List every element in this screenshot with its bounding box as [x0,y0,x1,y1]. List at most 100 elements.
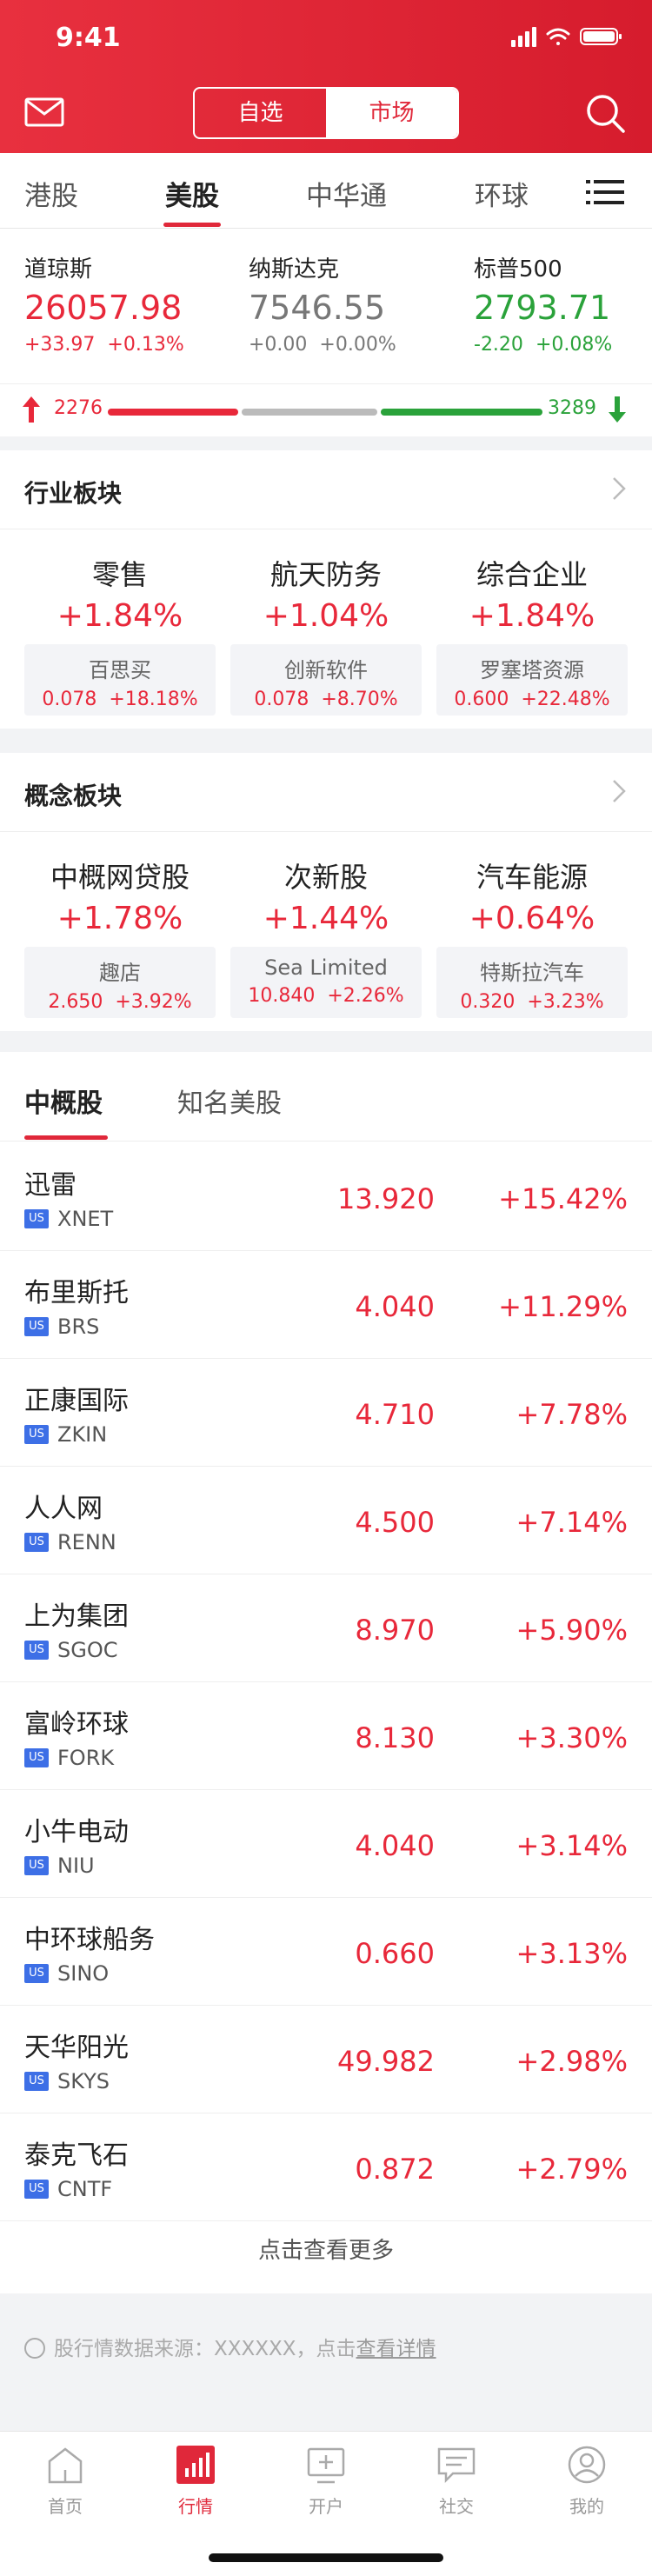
nav-profile[interactable]: 我的 [522,2444,652,2518]
decline-count: 3289 [548,397,596,419]
info-icon [24,2337,45,2359]
sector-name: 综合企业 [476,558,588,591]
leading-stock-name: 创新软件 [284,658,368,682]
index-change: +0.00 +0.00% [249,334,396,356]
sector-name: 航天防务 [269,558,382,591]
stock-code: FORK [57,1746,115,1770]
section-title: 行业板块 [24,479,123,508]
segment-market[interactable]: 市场 [326,89,457,137]
stock-row[interactable]: 迅雷 US XNET 13.920 +15.42% [0,1142,652,1251]
advance-bar [108,409,238,416]
industry-card[interactable]: 零售 +1.84% 百思买 0.078 +18.18% [24,553,216,716]
leading-stock-values: 0.078 +8.70% [254,689,398,710]
tab-us[interactable]: 美股 [165,181,219,212]
index-sp500[interactable]: 标普500 2793.71 -2.20 +0.08% [474,251,612,356]
industry-header[interactable]: 行业板块 [0,450,652,529]
tab-global[interactable]: 环球 [475,181,529,212]
index-name: 道琼斯 [24,256,93,283]
index-name: 标普500 [474,256,562,283]
data-source-text: 股行情数据来源：XXXXXX，点击 [54,2338,356,2360]
tab-china-connect[interactable]: 中华通 [306,181,387,212]
stock-row[interactable]: 泰克飞石 US CNTF 0.872 +2.79% [0,2113,652,2221]
nav-market[interactable]: 行情 [130,2444,261,2518]
stock-row[interactable]: 布里斯托 US BRS 4.040 +11.29% [0,1250,652,1359]
stock-pct: +15.42% [498,1182,628,1215]
stock-row[interactable]: 中环球船务 US SINO 0.660 +3.13% [0,1897,652,2006]
signal-icon [511,27,536,47]
leading-stock-values: 10.840 +2.26% [248,985,404,1007]
stock-price: 49.982 [337,2045,435,2078]
stock-row[interactable]: 富岭环球 US FORK 8.130 +3.30% [0,1681,652,1790]
decline-bar [381,409,542,416]
stock-name: 泰克飞石 [24,2140,129,2171]
concept-header[interactable]: 概念板块 [0,753,652,832]
stock-pct: +7.78% [516,1398,628,1431]
nav-home[interactable]: 首页 [0,2444,130,2518]
stock-price: 4.500 [355,1506,435,1539]
stock-price: 4.710 [355,1398,435,1431]
market-badge: US [24,2072,49,2091]
stock-name: 天华阳光 [24,2033,129,2063]
stock-row[interactable]: 人人网 US RENN 4.500 +7.14% [0,1466,652,1574]
chevron-right-icon [613,477,626,500]
concept-name: 次新股 [283,861,368,894]
industry-section: 行业板块 零售 +1.84% 百思买 0.078 +18.18% 航天防务 +1… [0,450,652,729]
stock-price: 8.130 [355,1721,435,1754]
market-badge: US [24,1964,49,1983]
tab-hk[interactable]: 港股 [24,181,78,212]
leading-stock-values: 2.650 +3.92% [48,991,192,1013]
view-details-link[interactable]: 查看详情 [356,2338,436,2360]
nav-social[interactable]: 社交 [391,2444,522,2518]
industry-card[interactable]: 航天防务 +1.04% 创新软件 0.078 +8.70% [230,553,422,716]
leading-stock-name: 罗塞塔资源 [480,658,584,682]
concept-pct: +1.44% [263,901,389,936]
index-value: 2793.71 [474,289,611,327]
market-badge: US [24,1856,49,1875]
leading-stock-values: 0.078 +18.18% [42,689,198,710]
leading-stock-values: 0.320 +3.23% [460,991,604,1013]
concept-name: 汽车能源 [476,861,588,894]
index-nasdaq[interactable]: 纳斯达克 7546.55 +0.00 +0.00% [249,251,396,356]
leading-stock-name: 特斯拉汽车 [480,961,584,985]
leading-stock: 罗塞塔资源 0.600 +22.48% [436,644,628,716]
concept-card[interactable]: 次新股 +1.44% Sea Limited 10.840 +2.26% [230,855,422,1018]
stock-name: 人人网 [24,1494,103,1524]
concept-card[interactable]: 汽车能源 +0.64% 特斯拉汽车 0.320 +3.23% [436,855,628,1018]
stock-row[interactable]: 小牛电动 US NIU 4.040 +3.14% [0,1789,652,1898]
stock-code: NIU [57,1854,95,1878]
stock-pct: +2.98% [516,2045,628,2078]
tab-famous-us[interactable]: 知名美股 [177,1088,282,1119]
segment-watchlist[interactable]: 自选 [237,100,283,126]
menu-icon[interactable] [586,179,624,205]
market-badge: US [24,1641,49,1660]
list-tab-underline [24,1135,108,1140]
stock-name: 布里斯托 [24,1278,129,1308]
index-dow[interactable]: 道琼斯 26057.98 +33.97 +0.13% [24,251,184,356]
battery-icon [580,28,622,45]
stock-code: SINO [57,1961,110,1986]
stock-pct: +5.90% [516,1614,628,1647]
flat-bar [242,409,377,416]
stock-row[interactable]: 正康国际 US ZKIN 4.710 +7.78% [0,1358,652,1467]
stock-name: 小牛电动 [24,1817,129,1847]
index-change: +33.97 +0.13% [24,334,184,356]
market-chart-icon [176,2446,215,2484]
chevron-right-icon [613,780,626,802]
stock-code: XNET [57,1207,114,1231]
stock-row[interactable]: 上为集团 US SGOC 8.970 +5.90% [0,1574,652,1682]
leading-stock-name: Sea Limited [264,955,388,980]
concept-section: 概念板块 中概网贷股 +1.78% 趣店 2.650 +3.92% 次新股 +1… [0,753,652,1031]
mail-icon[interactable] [24,97,64,127]
tab-china-concept[interactable]: 中概股 [24,1088,103,1119]
status-icons [511,27,622,47]
leading-stock: Sea Limited 10.840 +2.26% [230,947,422,1018]
stock-row[interactable]: 天华阳光 US SKYS 49.982 +2.98% [0,2005,652,2113]
search-icon[interactable] [584,92,626,134]
nav-open-account[interactable]: 开户 [261,2444,391,2518]
concept-card[interactable]: 中概网贷股 +1.78% 趣店 2.650 +3.92% [24,855,216,1018]
industry-card[interactable]: 综合企业 +1.84% 罗塞塔资源 0.600 +22.48% [436,553,628,716]
view-more-link[interactable]: 点击查看更多 [257,2238,394,2264]
stock-pct: +3.13% [516,1937,628,1970]
profile-icon [568,2446,606,2484]
nav-label: 行情 [178,2496,213,2517]
